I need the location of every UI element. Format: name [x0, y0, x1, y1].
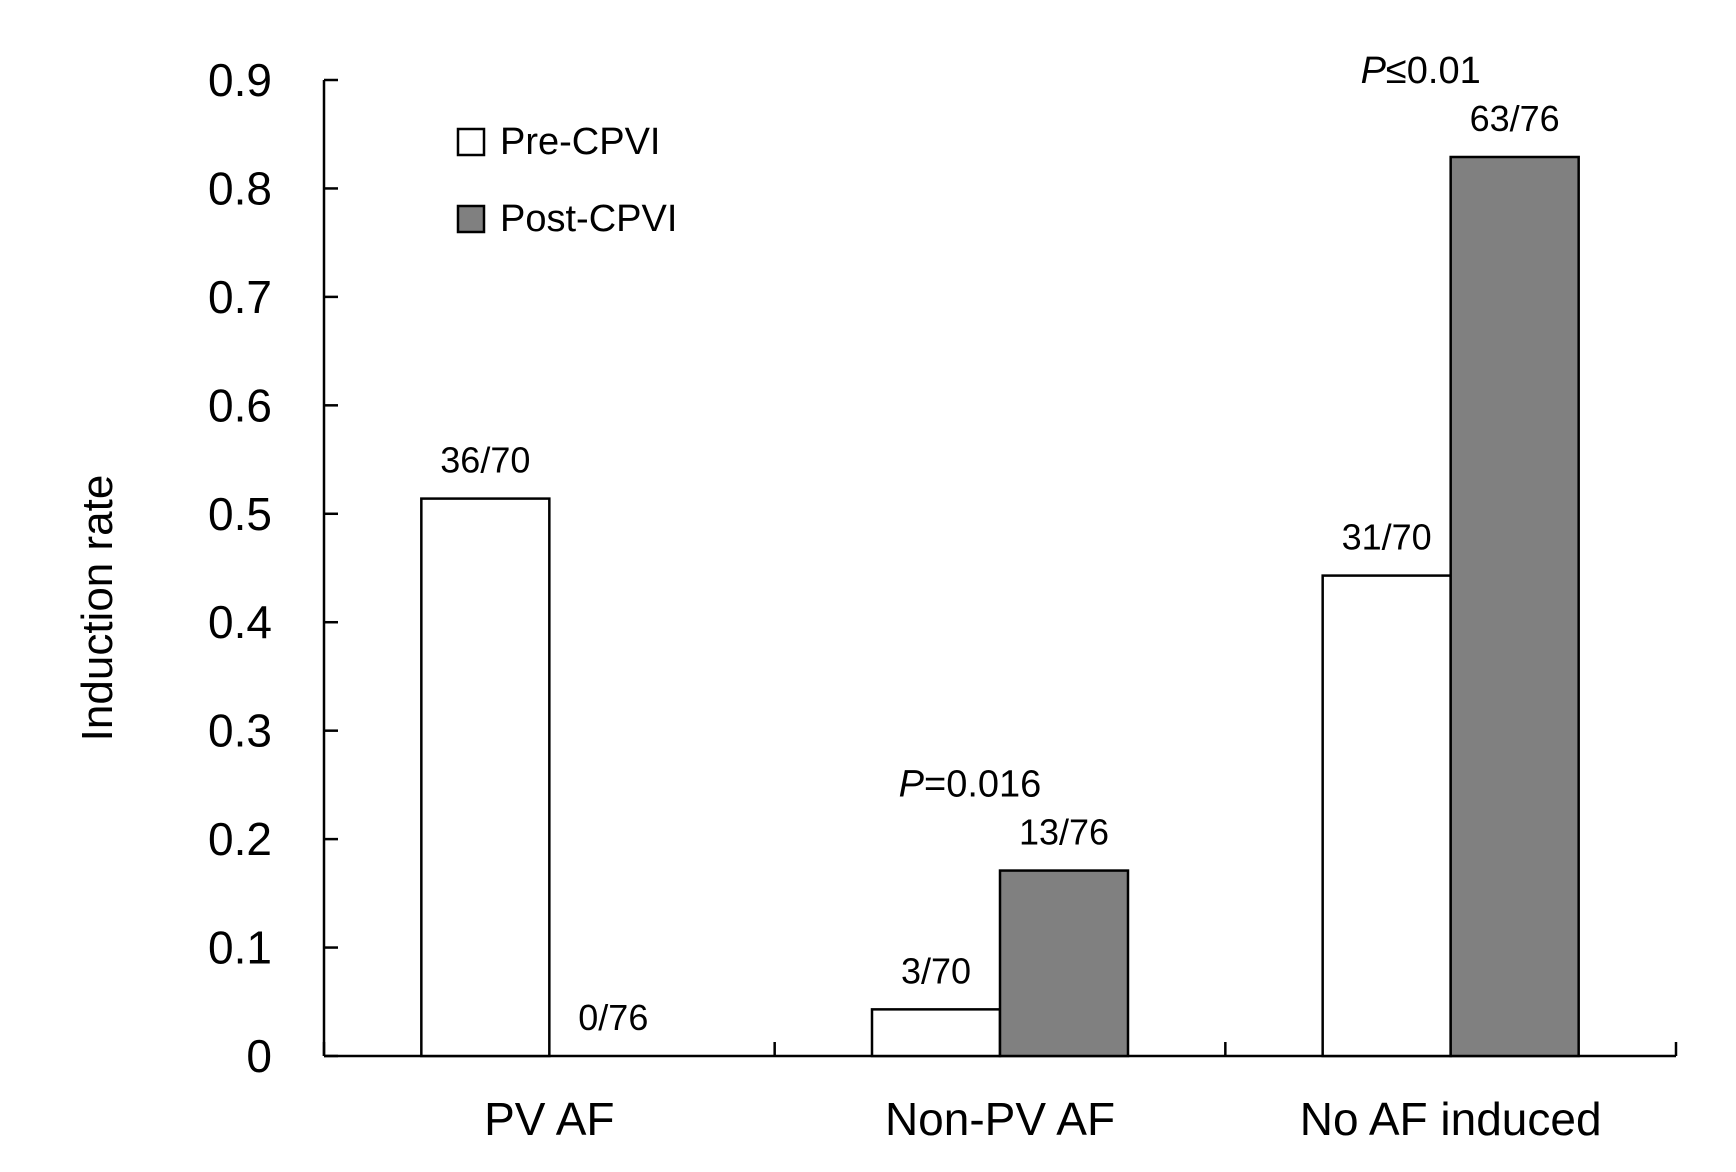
y-tick-label: 0	[246, 1030, 272, 1082]
p-value-annotation: P≤0.01	[1361, 50, 1481, 92]
p-value-annotation: P=0.016	[899, 764, 1042, 806]
p-value-annotations: P=0.016 P≤0.01	[899, 50, 1481, 806]
data-label: 3/70	[901, 950, 971, 991]
y-axis-label: Induction rate	[73, 475, 122, 742]
y-tick-label: 0.2	[208, 813, 272, 865]
x-ticks	[322, 1042, 1678, 1056]
legend: Pre-CPVI Post-CPVI	[456, 121, 677, 240]
y-tick-label: 0.5	[208, 488, 272, 540]
y-tick-label: 0.3	[208, 705, 272, 757]
category-labels: PV AF Non-PV AF No AF induced	[484, 1093, 1601, 1145]
y-tick-label: 0.9	[208, 54, 272, 106]
bar-post-cpvi	[998, 869, 1130, 1058]
x-category-label: PV AF	[484, 1093, 614, 1145]
data-label: 0/76	[578, 997, 648, 1038]
y-tick-label: 0.4	[208, 596, 272, 648]
bar-pre-cpvi	[870, 1008, 1002, 1058]
y-tick-label: 0.6	[208, 379, 272, 431]
bar-pre-cpvi	[1321, 574, 1452, 1058]
data-label: 36/70	[440, 440, 530, 481]
legend-label-pre-cpvi: Pre-CPVI	[500, 121, 660, 163]
x-category-label: No AF induced	[1300, 1093, 1602, 1145]
y-tick-label: 0.7	[208, 271, 272, 323]
legend-label-post-cpvi: Post-CPVI	[500, 198, 677, 240]
data-labels: 36/70 0/76 3/70 13/76 31/70 63/76	[440, 98, 1559, 1038]
bars	[420, 155, 1580, 1058]
y-ticks: 0 0.1 0.2 0.3 0.4 0.5 0.6 0.7 0.8 0.9	[208, 54, 338, 1082]
legend-swatch-post-cpvi	[456, 204, 486, 234]
data-label: 31/70	[1342, 517, 1432, 558]
y-tick-label: 0.8	[208, 162, 272, 214]
data-label: 63/76	[1470, 98, 1560, 139]
y-tick-label: 0.1	[208, 922, 272, 974]
data-label: 13/76	[1019, 812, 1109, 853]
bar-post-cpvi	[1449, 155, 1580, 1058]
x-category-label: Non-PV AF	[885, 1093, 1115, 1145]
axes: 0 0.1 0.2 0.3 0.4 0.5 0.6 0.7 0.8 0.9	[208, 54, 1678, 1082]
legend-swatch-pre-cpvi	[456, 127, 486, 157]
bar-pre-cpvi	[420, 497, 551, 1058]
